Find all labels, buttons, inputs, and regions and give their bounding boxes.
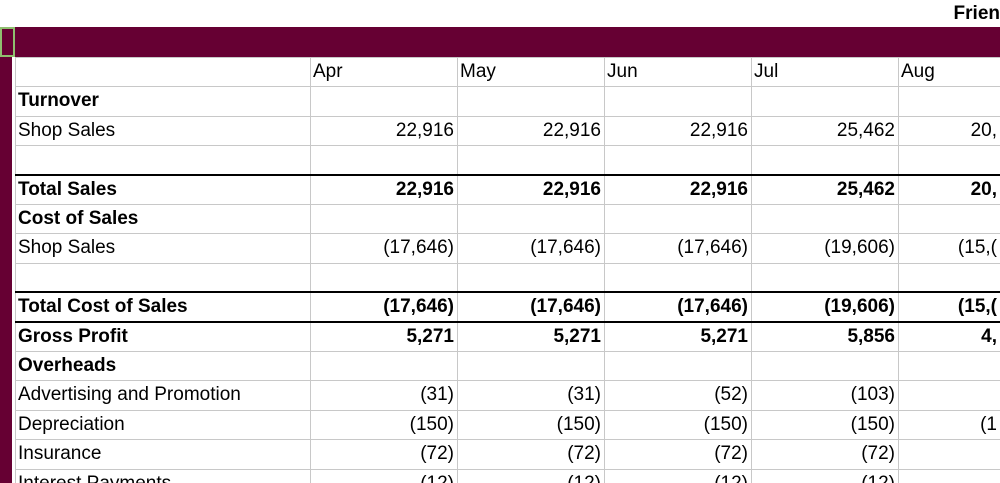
cell-value: (17,646) bbox=[530, 296, 601, 318]
grid-line bbox=[15, 57, 1000, 58]
cell-value: (17,646) bbox=[677, 296, 748, 318]
row-label: Total Cost of Sales bbox=[18, 296, 188, 318]
cell-value: (19,606) bbox=[824, 237, 895, 259]
cell-value: 22,916 bbox=[689, 119, 748, 141]
cell-value: (19,606) bbox=[824, 296, 895, 318]
row-label: Insurance bbox=[18, 443, 102, 465]
cell-value: 20, bbox=[970, 119, 997, 141]
cell-value: (31) bbox=[567, 384, 601, 406]
cell-value: 25,462 bbox=[836, 178, 895, 200]
grid-line bbox=[310, 57, 311, 483]
row-label: Total Sales bbox=[18, 178, 117, 200]
cell-value: (150) bbox=[850, 413, 895, 435]
column-header: Jun bbox=[607, 61, 638, 82]
total-border bbox=[15, 291, 1000, 294]
row-label: Depreciation bbox=[18, 413, 125, 435]
cell-value: 25,462 bbox=[836, 119, 895, 141]
cell-value: (12) bbox=[604, 469, 751, 483]
cell-value: 5,856 bbox=[847, 325, 895, 347]
cell-value: (1 bbox=[980, 413, 997, 435]
grid-line bbox=[15, 351, 1000, 352]
cell-value: (12) bbox=[751, 469, 898, 483]
cell-value: (150) bbox=[556, 413, 601, 435]
cell-value: (31) bbox=[420, 384, 454, 406]
row-label: Shop Sales bbox=[18, 237, 116, 259]
grid-line bbox=[15, 380, 1000, 382]
grid-line bbox=[15, 57, 16, 483]
grid-line bbox=[604, 57, 605, 483]
header-band bbox=[0, 27, 1000, 57]
column-header: Apr bbox=[313, 61, 343, 82]
grid-line bbox=[751, 57, 752, 483]
grid-line bbox=[15, 409, 1000, 411]
cell-value: (12) bbox=[457, 469, 604, 483]
grid-line bbox=[15, 439, 1000, 441]
cell-value: (72) bbox=[714, 443, 748, 465]
total-border bbox=[15, 173, 1000, 176]
cell-value: 22,916 bbox=[542, 119, 601, 141]
cell-value: (72) bbox=[567, 443, 601, 465]
cell-value: 5,271 bbox=[553, 325, 601, 347]
grid-line bbox=[15, 115, 1000, 117]
grid-line bbox=[15, 204, 1000, 205]
cell-value: (72) bbox=[420, 443, 454, 465]
row-label: Shop Sales bbox=[18, 119, 116, 141]
cell-cursor[interactable] bbox=[0, 27, 15, 57]
column-header: May bbox=[460, 61, 496, 82]
cell-value: (72) bbox=[861, 443, 895, 465]
cell-value: (17,646) bbox=[530, 237, 601, 259]
grid-line bbox=[898, 57, 899, 483]
column-header: Aug bbox=[901, 61, 935, 82]
cell-value: (150) bbox=[703, 413, 748, 435]
row-label: Turnover bbox=[18, 90, 99, 112]
cell-value: 22,916 bbox=[395, 119, 454, 141]
column-header: Jul bbox=[754, 61, 779, 82]
cell-value: 5,271 bbox=[700, 325, 748, 347]
row-label: Cost of Sales bbox=[18, 208, 139, 229]
row-label: Advertising and Promotion bbox=[18, 384, 241, 406]
cell-value: 22,916 bbox=[395, 178, 454, 200]
grid-line bbox=[15, 86, 1000, 88]
sheet-title: Frien bbox=[953, 3, 1000, 24]
cell-value: (17,646) bbox=[383, 296, 454, 318]
cell-value: 20, bbox=[970, 178, 997, 200]
cell-value: 5,271 bbox=[406, 325, 454, 347]
cell-value: (150) bbox=[409, 413, 454, 435]
grid-line bbox=[15, 262, 1000, 264]
row-label: Gross Profit bbox=[18, 325, 128, 347]
cell-value: (17,646) bbox=[677, 237, 748, 259]
grid-line bbox=[15, 145, 1000, 147]
left-band bbox=[0, 27, 12, 483]
cell-value: 22,916 bbox=[689, 178, 748, 200]
cell-value: (52) bbox=[714, 384, 748, 406]
cell-value: 4, bbox=[981, 325, 997, 347]
cell-value: (17,646) bbox=[383, 237, 454, 259]
total-border bbox=[15, 320, 1000, 323]
cell-value: 22,916 bbox=[542, 178, 601, 200]
cell-value: (12) bbox=[310, 469, 457, 483]
row-label: Interest Payments bbox=[15, 469, 310, 483]
cell-value: (103) bbox=[850, 384, 895, 406]
row-label: Overheads bbox=[18, 355, 117, 376]
cell-value: (15,( bbox=[957, 296, 997, 318]
cell-value: (15,( bbox=[957, 237, 997, 259]
grid-line bbox=[15, 468, 1000, 470]
grid-line bbox=[457, 57, 458, 483]
grid-line bbox=[15, 233, 1000, 235]
